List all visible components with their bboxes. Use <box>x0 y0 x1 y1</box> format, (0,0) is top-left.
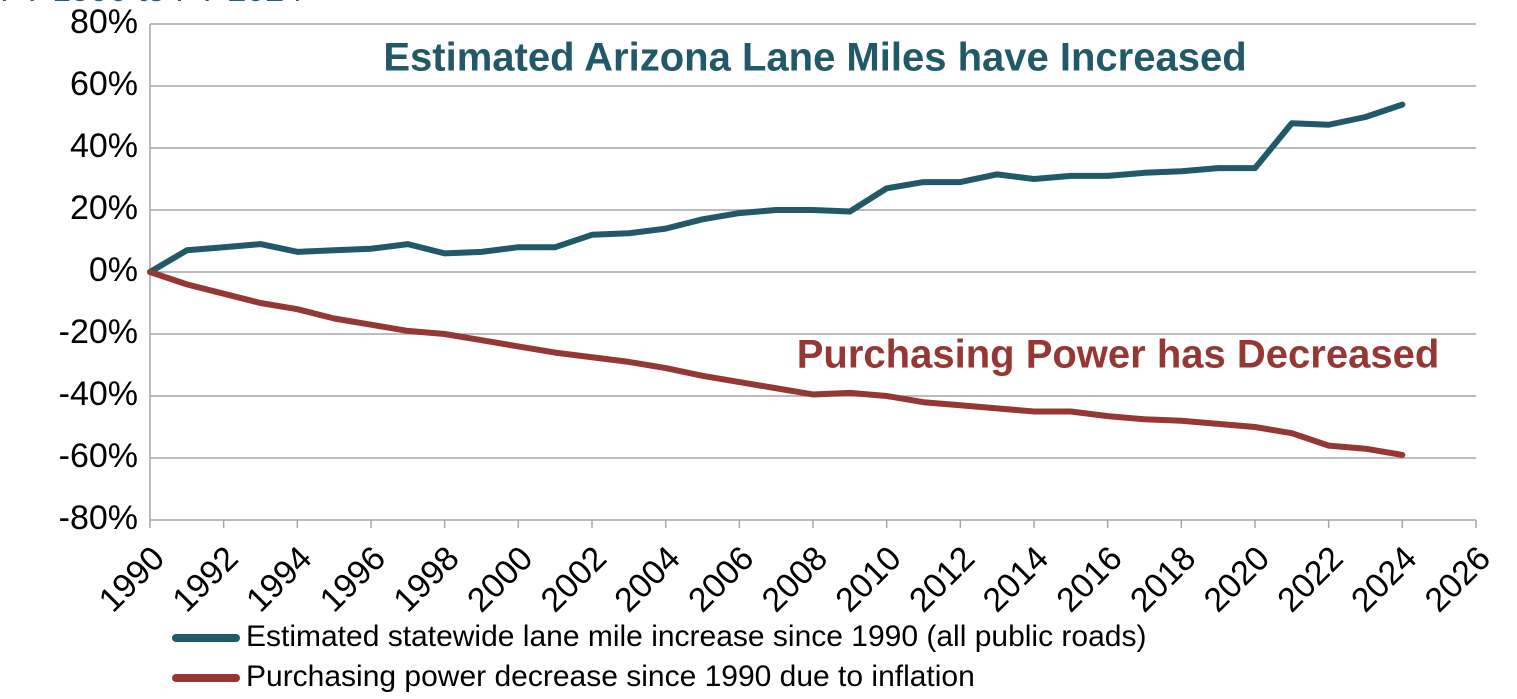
x-tick-label: 2006 <box>681 539 761 619</box>
x-tick-label: 1990 <box>92 539 172 619</box>
y-tick-label: -40% <box>59 375 138 413</box>
x-tick-label: 2018 <box>1123 539 1203 619</box>
x-tick-label: 2004 <box>607 539 687 619</box>
x-tick-label: 2008 <box>755 539 835 619</box>
x-tick-label: 1998 <box>386 539 466 619</box>
x-tick-label: 2026 <box>1418 539 1498 619</box>
x-tick-label: 2010 <box>828 539 908 619</box>
y-tick-label: -80% <box>59 499 138 537</box>
x-tick-label: 2014 <box>976 539 1056 619</box>
x-tick-label: 1992 <box>165 539 245 619</box>
x-tick-label: 1996 <box>313 539 393 619</box>
y-tick-label: 20% <box>70 189 138 227</box>
x-tick-label: 2022 <box>1270 539 1350 619</box>
x-tick-label: 2012 <box>902 539 982 619</box>
y-tick-label: 40% <box>70 127 138 165</box>
y-tick-label: 60% <box>70 65 138 103</box>
x-tick-label: 2016 <box>1049 539 1129 619</box>
y-tick-label: -20% <box>59 313 138 351</box>
y-tick-label: 80% <box>70 3 138 41</box>
x-tick-label: 2002 <box>534 539 614 619</box>
series-line <box>147 269 1406 458</box>
y-tick-label: -60% <box>59 437 138 475</box>
series-line <box>147 101 1406 275</box>
y-tick-label: 0% <box>89 251 138 289</box>
x-tick-label: 2020 <box>1197 539 1277 619</box>
annotation: Estimated Arizona Lane Miles have Increa… <box>383 36 1246 80</box>
x-tick-label: 2000 <box>460 539 540 619</box>
subtitle: FY 1990 to FY 2024 <box>0 0 303 9</box>
annotation: Purchasing Power has Decreased <box>797 333 1440 377</box>
legend-label: Estimated statewide lane mile increase s… <box>246 620 1146 653</box>
legend-label: Purchasing power decrease since 1990 due… <box>246 660 975 693</box>
x-tick-label: 2024 <box>1344 539 1424 619</box>
x-tick-label: 1994 <box>239 539 319 619</box>
